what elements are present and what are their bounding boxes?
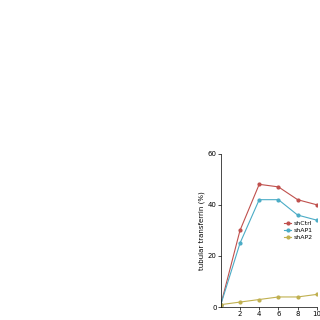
Line: shAP1: shAP1: [220, 198, 318, 306]
shAP2: [219, 303, 223, 307]
shAP2: [276, 295, 280, 299]
shCtrl: [296, 198, 300, 202]
Legend: shCtrl, shAP1, shAP2: shCtrl, shAP1, shAP2: [283, 220, 314, 241]
shCtrl: [257, 182, 261, 186]
shAP1: [257, 198, 261, 202]
shAP2: [315, 292, 319, 296]
shCtrl: [219, 303, 223, 307]
shCtrl: [276, 185, 280, 189]
Line: shAP2: shAP2: [220, 293, 318, 306]
shAP1: [219, 303, 223, 307]
shCtrl: [315, 203, 319, 207]
shAP2: [238, 300, 242, 304]
shAP1: [296, 213, 300, 217]
shAP2: [257, 298, 261, 301]
shAP2: [296, 295, 300, 299]
shCtrl: [238, 228, 242, 232]
shAP1: [276, 198, 280, 202]
shAP1: [238, 241, 242, 245]
Line: shCtrl: shCtrl: [220, 183, 318, 306]
shAP1: [315, 218, 319, 222]
Y-axis label: tubular transferrin (%): tubular transferrin (%): [198, 191, 205, 270]
